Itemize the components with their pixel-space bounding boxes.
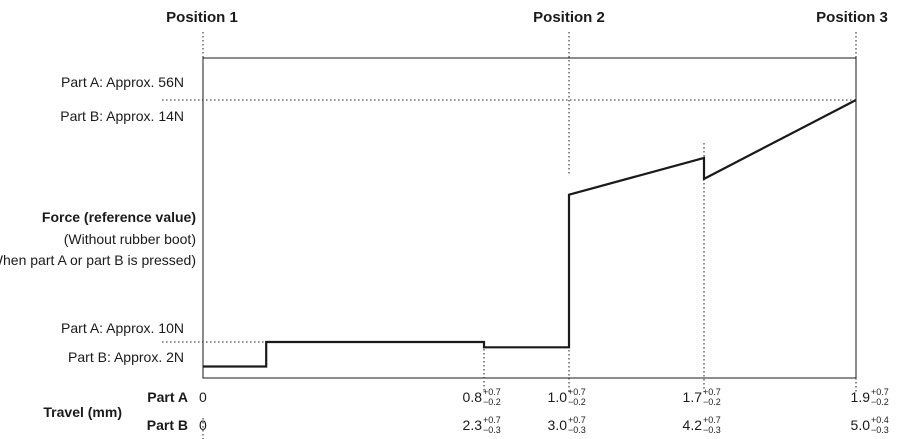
- part-b-tick-1-plus-tol: +0.7: [483, 415, 501, 425]
- x-axis-title: Travel (mm): [43, 404, 122, 420]
- part-a-tick-0: 0: [199, 389, 207, 405]
- plot-frame: [202, 57, 857, 379]
- part-a-tick-4-plus-tol: +0.7: [871, 387, 889, 397]
- part-a-row-label: Part A: [147, 389, 188, 405]
- part-b-tick-4: 5.0: [851, 417, 871, 433]
- part-a-tick-4-minus-tol: −0.2: [871, 397, 889, 407]
- part-b-tick-4-plus-tol: +0.4: [871, 415, 889, 425]
- part-b-row-label: Part B: [147, 417, 188, 433]
- y-axis-subtitle-2: (When part A or part B is pressed): [0, 252, 196, 268]
- position-3-label: Position 3: [816, 9, 888, 26]
- part-a-tick-3-plus-tol: +0.7: [703, 387, 721, 397]
- low-force-label-a: Part A: Approx. 10N: [61, 320, 184, 336]
- y-axis-title: Force (reference value): [42, 209, 196, 225]
- part-b-tick-1: 2.3: [463, 417, 483, 433]
- part-b-tick-2: 3.0: [548, 417, 568, 433]
- part-a-tick-2-plus-tol: +0.7: [568, 387, 586, 397]
- part-b-tick-0: 0: [199, 417, 207, 433]
- low-force-label-b: Part B: Approx. 2N: [68, 349, 184, 365]
- part-b-tick-4-minus-tol: −0.3: [871, 425, 889, 435]
- part-b-tick-3: 4.2: [683, 417, 703, 433]
- part-a-tick-1-minus-tol: −0.2: [483, 397, 501, 407]
- part-a-tick-2: 1.0: [548, 389, 568, 405]
- part-b-tick-2-plus-tol: +0.7: [568, 415, 586, 425]
- y-axis-subtitle-1: (Without rubber boot): [64, 231, 196, 247]
- part-a-tick-2-minus-tol: −0.2: [568, 397, 586, 407]
- part-a-tick-4: 1.9: [851, 389, 871, 405]
- high-force-label-a: Part A: Approx. 56N: [61, 74, 184, 90]
- part-b-tick-2-minus-tol: −0.3: [568, 425, 586, 435]
- part-a-tick-3: 1.7: [683, 389, 703, 405]
- part-a-tick-3-minus-tol: −0.2: [703, 397, 721, 407]
- part-b-tick-3-minus-tol: −0.3: [703, 425, 721, 435]
- part-a-tick-1: 0.8: [463, 389, 483, 405]
- position-1-label: Position 1: [166, 9, 238, 26]
- x-tick-labels: 0 0.8 +0.7−0.2 1.0 +0.7−0.2 1.7 +0.7−0.2 1.9 +0.…: [199, 387, 889, 435]
- part-a-tick-1-plus-tol: +0.7: [483, 387, 501, 397]
- high-force-label-b: Part B: Approx. 14N: [60, 108, 184, 124]
- part-b-tick-3-plus-tol: +0.7: [703, 415, 721, 425]
- force-curve: [203, 99, 857, 368]
- part-b-tick-1-minus-tol: −0.3: [483, 425, 501, 435]
- position-2-label: Position 2: [533, 9, 605, 26]
